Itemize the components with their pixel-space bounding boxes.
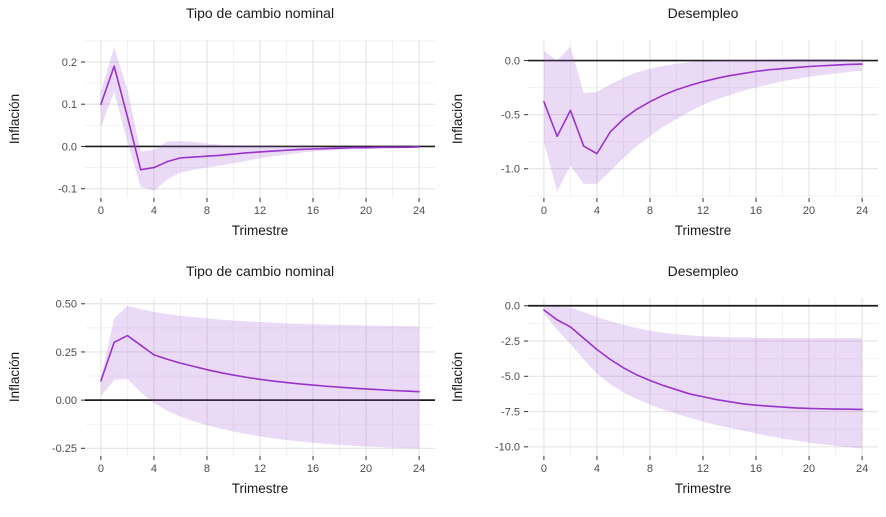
- svg-text:8: 8: [204, 205, 210, 217]
- svg-text:0.25: 0.25: [56, 347, 77, 359]
- svg-text:-0.5: -0.5: [501, 109, 520, 121]
- svg-text:0: 0: [541, 463, 547, 475]
- svg-text:0: 0: [98, 463, 104, 475]
- svg-text:20: 20: [360, 205, 372, 217]
- confidence-band: [100, 47, 420, 191]
- y-tick-labels: -0.1 0.0 0.1 0.2: [58, 57, 77, 196]
- svg-text:0.1: 0.1: [62, 99, 77, 111]
- svg-text:-0.25: -0.25: [52, 443, 77, 455]
- axis-tick-marks: [81, 303, 420, 460]
- x-axis-label: Trimestre: [674, 481, 732, 496]
- svg-text:0.00: 0.00: [56, 395, 77, 407]
- confidence-band: [543, 46, 863, 192]
- svg-text:-1.0: -1.0: [501, 164, 520, 176]
- irf-chart-unemployment-cumulative: 0 4 8 12 16 20 24 -10.0 -7.5 -5.0 -2.5 0.0: [495, 298, 878, 475]
- svg-text:12: 12: [254, 205, 266, 217]
- svg-text:0: 0: [98, 205, 104, 217]
- svg-text:24: 24: [856, 463, 868, 475]
- svg-text:4: 4: [151, 205, 157, 217]
- axis-tick-marks: [524, 305, 863, 460]
- svg-text:8: 8: [204, 463, 210, 475]
- svg-text:-5.0: -5.0: [501, 371, 520, 383]
- svg-text:0.0: 0.0: [62, 141, 77, 153]
- svg-text:16: 16: [750, 463, 762, 475]
- svg-text:24: 24: [413, 463, 425, 475]
- svg-text:0.0: 0.0: [505, 301, 520, 313]
- svg-text:8: 8: [647, 205, 653, 217]
- x-tick-labels: 0 4 8 12 16 20 24: [541, 463, 868, 475]
- irf-chart-unemployment: 0 4 8 12 16 20 24 -1.0 -0.5 0.0: [501, 40, 878, 217]
- confidence-band: [100, 305, 420, 449]
- panel-top-right-desempleo: Desempleo Inflación 0 4 8 12 16 20 24 -1.0 -0.5 0…: [443, 0, 886, 258]
- svg-text:0.2: 0.2: [62, 57, 77, 69]
- svg-text:20: 20: [803, 463, 815, 475]
- x-axis-label: Trimestre: [231, 223, 289, 238]
- svg-text:20: 20: [803, 205, 815, 217]
- svg-text:8: 8: [647, 463, 653, 475]
- x-tick-labels: 0 4 8 12 16 20 24: [541, 205, 868, 217]
- x-axis-label: Trimestre: [231, 481, 289, 496]
- svg-text:0.50: 0.50: [56, 299, 77, 311]
- svg-text:12: 12: [254, 463, 266, 475]
- irf-line: [100, 334, 420, 393]
- svg-text:12: 12: [697, 463, 709, 475]
- axis-tick-marks: [524, 60, 863, 202]
- svg-text:16: 16: [750, 205, 762, 217]
- svg-text:-2.5: -2.5: [501, 336, 520, 348]
- x-tick-labels: 0 4 8 12 16 20 24: [98, 205, 425, 217]
- y-tick-labels: -10.0 -7.5 -5.0 -2.5 0.0: [495, 301, 520, 454]
- svg-text:4: 4: [594, 463, 600, 475]
- svg-text:0.0: 0.0: [505, 55, 520, 67]
- svg-text:-7.5: -7.5: [501, 406, 520, 418]
- irf-chart-exchange-rate-cumulative: 0 4 8 12 16 20 24 -0.25 0.00 0.25 0.50: [52, 298, 435, 475]
- y-tick-labels: -1.0 -0.5 0.0: [501, 55, 520, 175]
- panel-bottom-left-tipo-de-cambio-acumulado: Tipo de cambio nominal Inflación 0 4 8 12 16…: [0, 258, 443, 516]
- x-tick-labels: 0 4 8 12 16 20 24: [98, 463, 425, 475]
- svg-text:16: 16: [307, 463, 319, 475]
- x-axis-label: Trimestre: [674, 223, 732, 238]
- svg-text:16: 16: [307, 205, 319, 217]
- y-tick-labels: -0.25 0.00 0.25 0.50: [52, 299, 77, 456]
- panel-top-left-tipo-de-cambio: Tipo de cambio nominal Inflación 0 4 8 12 16…: [0, 0, 443, 258]
- panel-bottom-right-desempleo-acumulado: Desempleo Inflación 0 4 8 12 16 20 24 -10.0 -7.5…: [443, 258, 886, 516]
- svg-text:4: 4: [151, 463, 157, 475]
- svg-text:12: 12: [697, 205, 709, 217]
- svg-text:-0.1: -0.1: [58, 184, 77, 196]
- panel-title: Tipo de cambio nominal: [185, 5, 335, 21]
- svg-text:4: 4: [594, 205, 600, 217]
- svg-text:20: 20: [360, 463, 372, 475]
- irf-line: [543, 63, 863, 155]
- svg-text:0: 0: [541, 205, 547, 217]
- irf-line: [543, 309, 863, 411]
- svg-text:-10.0: -10.0: [495, 442, 520, 454]
- irf-line: [100, 65, 420, 171]
- irf-chart-exchange-rate: 0 4 8 12 16 20 24 -0.1 0.0 0.1 0.2: [58, 40, 435, 217]
- axis-tick-marks: [81, 61, 420, 202]
- panel-title: Desempleo: [667, 5, 739, 21]
- panel-title: Tipo de cambio nominal: [185, 263, 335, 279]
- svg-text:24: 24: [413, 205, 425, 217]
- svg-text:24: 24: [856, 205, 868, 217]
- panel-title: Desempleo: [667, 263, 739, 279]
- confidence-band: [543, 306, 863, 449]
